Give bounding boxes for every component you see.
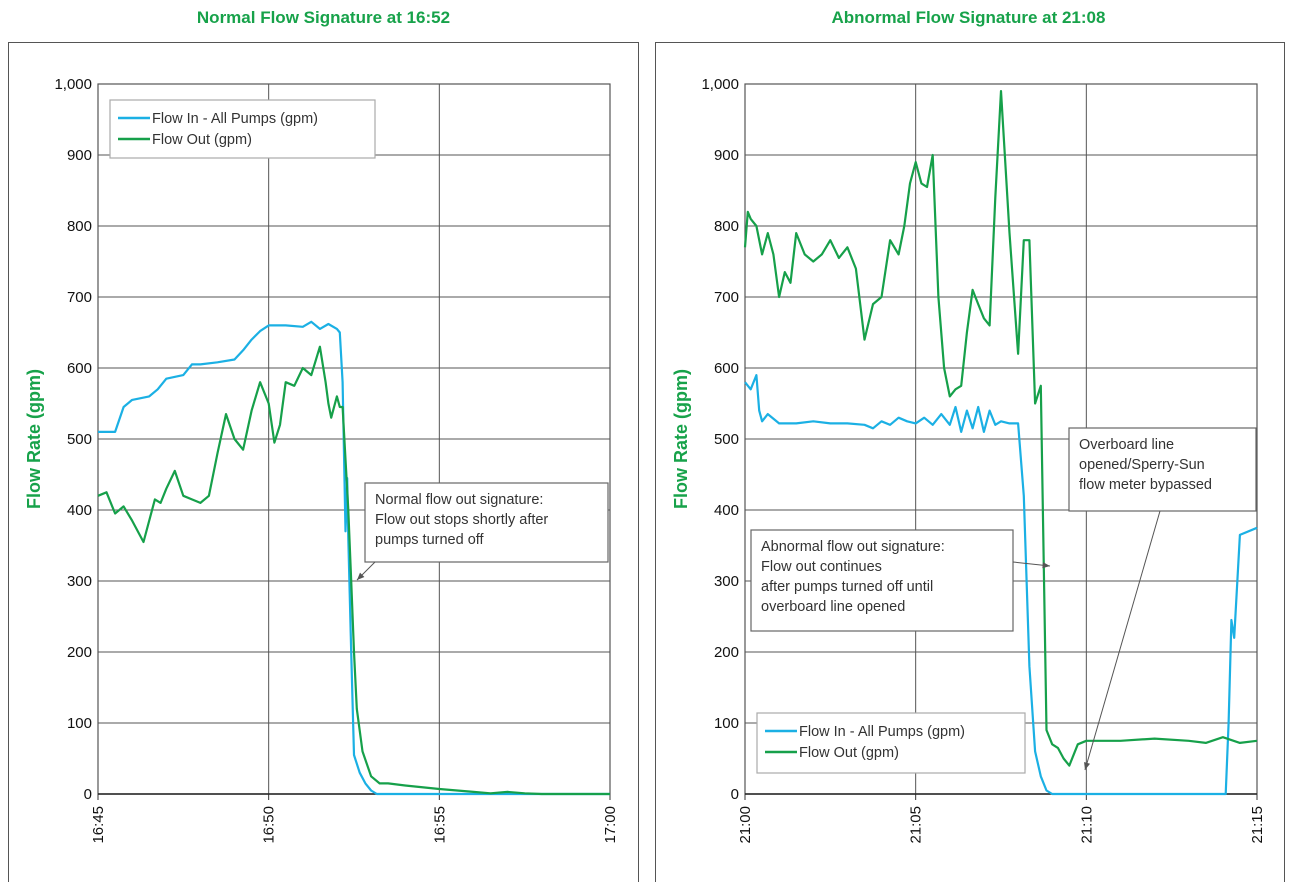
right-y-tick-label: 400 — [714, 502, 739, 519]
left-y-tick-label: 200 — [67, 644, 92, 661]
left-annotation-text: pumps turned off — [375, 532, 485, 548]
right-x-tick-label: 21:05 — [908, 806, 925, 844]
left-y-tick-label: 800 — [67, 218, 92, 235]
right-y-tick-label: 1,000 — [701, 76, 739, 93]
right-annotation-arrow — [1084, 510, 1161, 771]
right-y-tick-label: 800 — [714, 218, 739, 235]
left-x-tick-label: 16:45 — [90, 806, 107, 844]
right-chart-title: Abnormal Flow Signature at 21:08 — [831, 8, 1106, 27]
right-y-tick-label: 500 — [714, 431, 739, 448]
left-chart-title: Normal Flow Signature at 16:52 — [196, 8, 451, 27]
right-annotation-box — [1068, 427, 1257, 512]
left-y-tick-label: 500 — [67, 431, 92, 448]
right-annotation-arrowhead — [1042, 562, 1050, 569]
right-chart: 0 100 200 300 400 500 600 700 800 900 1,000 21:00 21… — [671, 76, 1266, 844]
left-legend-label: Flow In - All Pumps (gpm) — [152, 111, 318, 127]
left-legend — [109, 99, 376, 159]
left-x-tick-label: 16:50 — [261, 806, 278, 844]
right-series-flow-in-line — [744, 374, 1258, 796]
right-y-tick-label: 0 — [731, 786, 739, 803]
right-x-tick-label: 21:10 — [1078, 806, 1095, 844]
right-annotation-text: after pumps turned off until — [761, 579, 933, 595]
left-annotation-box — [364, 482, 609, 563]
right-annotation-text: Abnormal flow out signature: — [761, 539, 945, 555]
right-annotation-text: overboard line opened — [761, 599, 905, 615]
left-y-tick-label: 900 — [67, 147, 92, 164]
left-x-tick-label: 16:55 — [431, 806, 448, 844]
right-legend-label: Flow Out (gpm) — [799, 745, 899, 761]
left-y-tick-label: 1,000 — [54, 76, 92, 93]
left-y-tick-label: 700 — [67, 289, 92, 306]
left-series-flow-out-line — [97, 345, 610, 796]
right-annotation-text: flow meter bypassed — [1079, 477, 1212, 493]
left-annotation-text: Flow out stops shortly after — [375, 512, 548, 528]
right-annotation-box — [750, 529, 1014, 632]
left-chart-panel — [8, 42, 639, 882]
right-legend — [756, 712, 1026, 774]
left-y-tick-label: 0 — [84, 786, 92, 803]
right-annotation-text: opened/Sperry-Sun — [1079, 457, 1205, 473]
left-annotation-text: Normal flow out signature: — [375, 492, 543, 508]
right-y-tick-label: 300 — [714, 573, 739, 590]
right-y-tick-label: 100 — [714, 715, 739, 732]
right-y-tick-label: 900 — [714, 147, 739, 164]
right-annotation-arrowhead — [1084, 762, 1091, 770]
right-y-tick-label: 700 — [714, 289, 739, 306]
right-y-tick-label: 600 — [714, 360, 739, 377]
left-annotation-arrowhead — [357, 572, 365, 580]
right-y-tick-label: 200 — [714, 644, 739, 661]
left-y-tick-label: 100 — [67, 715, 92, 732]
right-x-tick-label: 21:00 — [737, 806, 754, 844]
right-y-axis-label: Flow Rate (gpm) — [671, 369, 691, 509]
right-x-tick-label: 21:15 — [1249, 806, 1266, 844]
right-annotation-text: Flow out continues — [761, 559, 882, 575]
left-y-tick-label: 600 — [67, 360, 92, 377]
right-annotation-text: Overboard line — [1079, 437, 1174, 453]
left-legend-label: Flow Out (gpm) — [152, 132, 252, 148]
right-series-flow-out-line — [743, 89, 1258, 767]
left-series-flow-in-line — [98, 320, 610, 796]
left-y-axis-label: Flow Rate (gpm) — [24, 369, 44, 509]
right-legend-label: Flow In - All Pumps (gpm) — [799, 724, 965, 740]
left-y-tick-label: 400 — [67, 502, 92, 519]
left-chart: 0 100 200 300 400 500 600 700 800 900 1,000 16:45 16… — [24, 76, 619, 844]
left-x-tick-label: 17:00 — [602, 806, 619, 844]
left-y-tick-label: 300 — [67, 573, 92, 590]
